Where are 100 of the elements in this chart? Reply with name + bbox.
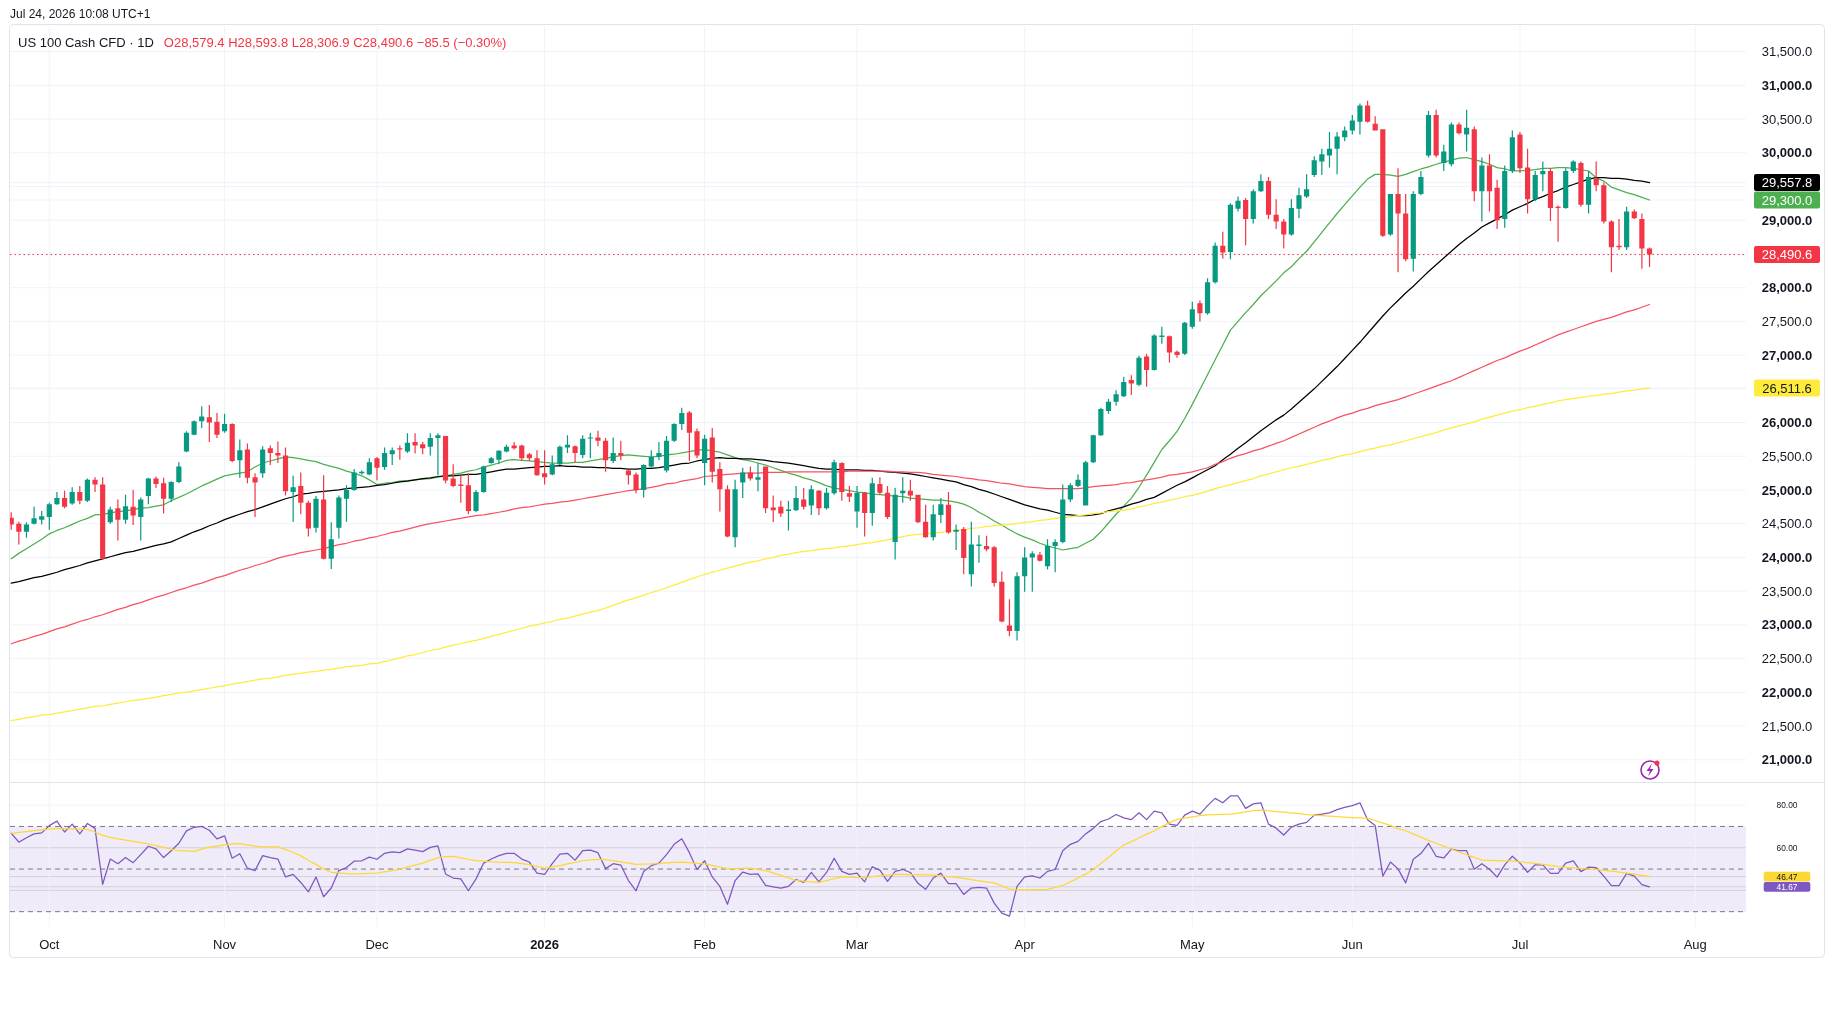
candlestick (397, 445, 403, 460)
candlestick (168, 481, 174, 503)
candlestick (1433, 109, 1439, 158)
y-tick-label: 46.47 (1776, 871, 1798, 882)
candlestick (161, 477, 167, 514)
y-tick-label: 24,000.0 (1761, 549, 1813, 565)
candlestick (823, 487, 830, 510)
candlestick (1265, 177, 1272, 219)
candlestick (214, 413, 220, 439)
candlestick (511, 442, 517, 450)
candlestick (46, 502, 52, 530)
candlestick (1525, 148, 1531, 214)
candlestick (183, 431, 190, 453)
candlestick (831, 459, 837, 495)
candlestick (641, 464, 647, 498)
candlestick (1189, 301, 1195, 329)
candlestick (968, 521, 974, 587)
candlestick (1593, 161, 1599, 192)
candlestick (1258, 174, 1264, 192)
candlestick (1570, 160, 1576, 174)
y-tick-label: 30,000.0 (1761, 145, 1813, 161)
candlestick (1502, 165, 1508, 228)
candlestick (138, 497, 144, 541)
candlestick (648, 450, 654, 468)
candlestick (1319, 148, 1325, 176)
candlestick (1296, 187, 1302, 219)
candlestick (1151, 334, 1157, 371)
candlestick (633, 472, 639, 494)
candlestick (298, 472, 304, 515)
candlestick (1273, 199, 1279, 229)
y-tick-label: 41.67 (1776, 881, 1798, 892)
candlestick (343, 485, 350, 522)
candlestick (755, 463, 761, 492)
candlestick (976, 535, 982, 563)
candlestick (1471, 126, 1477, 202)
candlestick (481, 465, 487, 493)
y-tick-label: 28,000.0 (1761, 280, 1813, 296)
candlestick (1227, 203, 1233, 260)
candlestick (580, 435, 586, 459)
candlestick (618, 440, 624, 461)
candlestick (854, 485, 860, 528)
y-tick-label: 22,500.0 (1761, 651, 1813, 667)
candlestick (892, 487, 898, 560)
candlestick (503, 444, 510, 453)
candlestick (801, 487, 807, 510)
candlestick (1585, 171, 1592, 214)
candlestick (740, 467, 746, 499)
y-tick-label: 23,500.0 (1761, 583, 1813, 599)
candlestick (808, 485, 814, 515)
candlestick (244, 443, 251, 484)
x-tick-label: Apr (1014, 937, 1036, 952)
candlestick (1281, 218, 1287, 249)
candlestick (92, 477, 98, 493)
candlestick (229, 423, 235, 463)
y-tick-label: 29,000.0 (1761, 212, 1813, 228)
candlestick (1288, 199, 1294, 236)
candlestick (351, 469, 357, 491)
candlestick (199, 406, 205, 428)
candlestick (176, 462, 182, 484)
candlestick (77, 485, 83, 505)
candlestick (702, 434, 708, 486)
candlestick (206, 405, 212, 443)
candlestick (389, 447, 395, 466)
candlestick (1624, 206, 1630, 250)
candlestick (488, 456, 494, 464)
candlestick (572, 445, 578, 463)
candlestick (496, 450, 502, 465)
candlestick (549, 455, 555, 476)
candlestick (1441, 144, 1447, 171)
candlestick (1578, 161, 1584, 207)
candlestick (671, 423, 677, 443)
text: US 100 Cash CFD · 1D (18, 35, 154, 50)
candlestick (709, 427, 715, 483)
y-tick-label: 24,500.0 (1761, 516, 1813, 532)
candlestick (938, 498, 944, 524)
candlestick (465, 473, 471, 515)
candlestick (61, 490, 68, 509)
candlestick (869, 477, 875, 526)
candlestick (1067, 483, 1073, 503)
x-tick-label: Jul (1511, 937, 1529, 952)
candlestick (1083, 460, 1089, 506)
candlestick (1380, 129, 1386, 238)
candlestick (923, 504, 929, 538)
candlestick (694, 428, 700, 459)
candlestick (1349, 115, 1355, 135)
candlestick (1456, 122, 1462, 135)
candlestick (366, 458, 372, 476)
candlestick (1311, 156, 1317, 178)
candlestick (602, 438, 609, 472)
x-tick-label: Oct (39, 937, 60, 952)
x-tick-label: Mar (845, 937, 869, 952)
candlestick (557, 445, 563, 466)
candlestick (846, 485, 852, 503)
candlestick (10, 512, 14, 530)
candlestick (686, 411, 692, 461)
candlestick (100, 477, 106, 560)
candlestick (1174, 350, 1180, 358)
candlestick (1563, 168, 1569, 209)
candlestick (267, 445, 273, 466)
candlestick (191, 420, 197, 436)
